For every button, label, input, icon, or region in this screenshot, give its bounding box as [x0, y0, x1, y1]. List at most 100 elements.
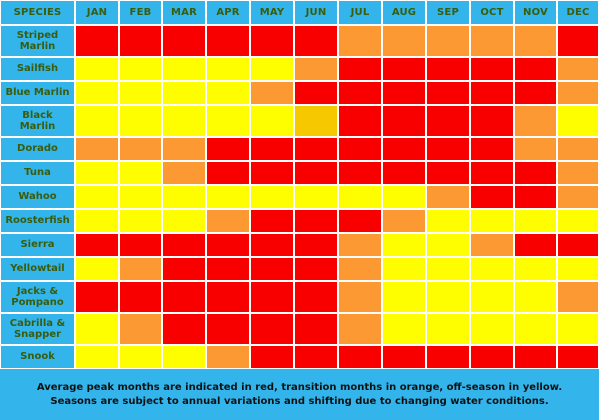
species-label-roosterfish: Roosterfish [1, 210, 74, 232]
season-cell-snook-may [251, 346, 293, 368]
season-cell-snook-mar [163, 346, 205, 368]
season-cell-cabrilla-snapper-feb [120, 314, 161, 344]
season-cell-blue-marlin-jan [76, 82, 118, 104]
season-cell-tuna-apr [207, 162, 249, 184]
season-cell-cabrilla-snapper-jun [295, 314, 337, 344]
species-label-striped-marlin: Striped Marlin [1, 26, 74, 56]
season-cell-jacks-pompano-dec [558, 282, 598, 312]
season-cell-dorado-dec [558, 138, 598, 160]
season-cell-roosterfish-feb [120, 210, 161, 232]
season-cell-yellowtail-may [251, 258, 293, 280]
season-cell-snook-apr [207, 346, 249, 368]
season-cell-sierra-dec [558, 234, 598, 256]
season-cell-cabrilla-snapper-aug [383, 314, 425, 344]
season-cell-dorado-jul [339, 138, 381, 160]
season-cell-tuna-oct [471, 162, 513, 184]
season-cell-jacks-pompano-jan [76, 282, 118, 312]
header-month-may: MAY [251, 1, 293, 24]
season-cell-tuna-feb [120, 162, 161, 184]
species-label-blue-marlin: Blue Marlin [1, 82, 74, 104]
season-cell-striped-marlin-nov [515, 26, 556, 56]
season-cell-striped-marlin-mar [163, 26, 205, 56]
season-cell-sierra-apr [207, 234, 249, 256]
season-cell-jacks-pompano-aug [383, 282, 425, 312]
season-cell-blue-marlin-may [251, 82, 293, 104]
season-cell-sailfish-jul [339, 58, 381, 80]
season-cell-dorado-nov [515, 138, 556, 160]
season-cell-cabrilla-snapper-oct [471, 314, 513, 344]
season-cell-jacks-pompano-jun [295, 282, 337, 312]
season-cell-roosterfish-jul [339, 210, 381, 232]
season-cell-black-marlin-aug [383, 106, 425, 136]
season-cell-snook-feb [120, 346, 161, 368]
header-month-apr: APR [207, 1, 249, 24]
season-cell-sierra-may [251, 234, 293, 256]
season-cell-striped-marlin-dec [558, 26, 598, 56]
season-cell-sierra-aug [383, 234, 425, 256]
season-cell-blue-marlin-apr [207, 82, 249, 104]
season-cell-jacks-pompano-may [251, 282, 293, 312]
season-cell-striped-marlin-jun [295, 26, 337, 56]
season-cell-jacks-pompano-feb [120, 282, 161, 312]
header-month-nov: NOV [515, 1, 556, 24]
season-cell-tuna-jun [295, 162, 337, 184]
season-cell-tuna-sep [427, 162, 469, 184]
season-cell-sailfish-nov [515, 58, 556, 80]
header-month-feb: FEB [120, 1, 161, 24]
species-label-dorado: Dorado [1, 138, 74, 160]
season-cell-cabrilla-snapper-may [251, 314, 293, 344]
header-month-mar: MAR [163, 1, 205, 24]
species-label-snook: Snook [1, 346, 74, 368]
season-cell-roosterfish-apr [207, 210, 249, 232]
season-cell-blue-marlin-jul [339, 82, 381, 104]
season-cell-black-marlin-oct [471, 106, 513, 136]
season-cell-cabrilla-snapper-sep [427, 314, 469, 344]
header-species: SPECIES [1, 1, 74, 24]
season-cell-sailfish-dec [558, 58, 598, 80]
season-cell-wahoo-nov [515, 186, 556, 208]
season-cell-sailfish-oct [471, 58, 513, 80]
header-month-sep: SEP [427, 1, 469, 24]
season-cell-roosterfish-dec [558, 210, 598, 232]
season-cell-black-marlin-may [251, 106, 293, 136]
season-cell-tuna-nov [515, 162, 556, 184]
season-cell-sierra-jul [339, 234, 381, 256]
header-month-dec: DEC [558, 1, 598, 24]
season-cell-roosterfish-sep [427, 210, 469, 232]
season-cell-yellowtail-dec [558, 258, 598, 280]
species-label-yellowtail: Yellowtail [1, 258, 74, 280]
season-cell-roosterfish-jan [76, 210, 118, 232]
header-month-jun: JUN [295, 1, 337, 24]
season-cell-sierra-nov [515, 234, 556, 256]
season-cell-tuna-dec [558, 162, 598, 184]
season-cell-black-marlin-feb [120, 106, 161, 136]
season-cell-tuna-may [251, 162, 293, 184]
season-cell-dorado-mar [163, 138, 205, 160]
season-cell-striped-marlin-jul [339, 26, 381, 56]
season-cell-cabrilla-snapper-dec [558, 314, 598, 344]
season-cell-jacks-pompano-mar [163, 282, 205, 312]
season-cell-wahoo-may [251, 186, 293, 208]
season-cell-snook-nov [515, 346, 556, 368]
season-cell-yellowtail-oct [471, 258, 513, 280]
season-cell-jacks-pompano-jul [339, 282, 381, 312]
season-cell-roosterfish-oct [471, 210, 513, 232]
season-cell-roosterfish-jun [295, 210, 337, 232]
season-cell-black-marlin-jan [76, 106, 118, 136]
season-cell-yellowtail-jan [76, 258, 118, 280]
season-cell-yellowtail-feb [120, 258, 161, 280]
season-cell-sailfish-jan [76, 58, 118, 80]
season-cell-yellowtail-apr [207, 258, 249, 280]
season-cell-yellowtail-nov [515, 258, 556, 280]
season-cell-black-marlin-jun [295, 106, 337, 136]
season-cell-roosterfish-aug [383, 210, 425, 232]
header-month-aug: AUG [383, 1, 425, 24]
season-cell-tuna-jul [339, 162, 381, 184]
season-cell-snook-jun [295, 346, 337, 368]
season-cell-snook-jan [76, 346, 118, 368]
footer-legend-text: Average peak months are indicated in red… [36, 382, 563, 393]
season-cell-snook-aug [383, 346, 425, 368]
season-cell-striped-marlin-may [251, 26, 293, 56]
season-cell-sierra-feb [120, 234, 161, 256]
